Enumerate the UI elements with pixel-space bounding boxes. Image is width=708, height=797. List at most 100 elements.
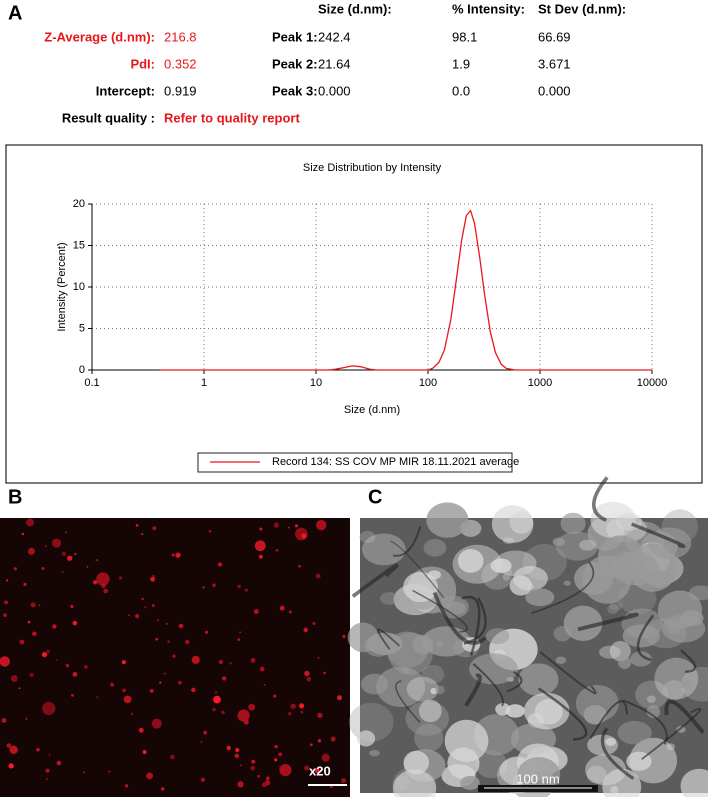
particle (185, 639, 190, 645)
membrane (377, 628, 400, 650)
particle (149, 688, 154, 693)
particle (171, 553, 175, 557)
particle (243, 719, 249, 725)
particle (29, 672, 34, 678)
particle (72, 672, 78, 677)
particle (288, 610, 292, 614)
peak-label: Peak 2: (272, 56, 318, 71)
particle (315, 573, 321, 579)
membrane (506, 671, 523, 693)
y-tick-label: 15 (73, 239, 85, 251)
particle (72, 620, 78, 626)
vesicle (517, 757, 561, 793)
particle (279, 605, 285, 611)
particle (317, 712, 323, 719)
vesicle (469, 653, 518, 685)
peak-cell: 3.671 (538, 56, 571, 71)
particle (287, 526, 290, 529)
particle (214, 691, 218, 694)
vesicle (654, 657, 699, 700)
particle (26, 518, 34, 527)
vesicle (421, 664, 445, 684)
column-header: St Dev (d.nm): (538, 1, 626, 16)
particle (19, 639, 25, 645)
particle (167, 640, 170, 643)
particle (261, 782, 267, 788)
vesicle (518, 663, 559, 696)
vesicle (418, 699, 442, 723)
particle (175, 552, 181, 558)
summary-label: PdI: (130, 56, 155, 71)
particle (204, 630, 209, 634)
vesicle (609, 640, 631, 662)
vesicle (560, 512, 586, 535)
particle (342, 634, 346, 639)
particle (253, 609, 259, 615)
particle (257, 774, 260, 778)
vesicle (555, 656, 567, 664)
x-tick-label: 1 (201, 377, 207, 389)
vesicle (446, 601, 466, 615)
particle (317, 656, 320, 659)
particle (191, 655, 200, 664)
membrane (461, 595, 481, 656)
particle (203, 730, 208, 735)
particle (254, 540, 266, 552)
vesicle (607, 604, 619, 614)
membrane (392, 525, 422, 557)
particle (27, 547, 35, 555)
particle (141, 597, 144, 600)
vesicle (563, 580, 571, 586)
vesicle (490, 558, 512, 573)
legend-label: Record 134: SS COV MP MIR 18.11.2021 ave… (272, 456, 519, 468)
peak-cell: 21.64 (318, 56, 351, 71)
particle (217, 562, 223, 567)
particle (300, 710, 304, 714)
particle (66, 555, 73, 561)
particle (155, 637, 159, 641)
particle (18, 687, 21, 690)
peak-label: Peak 3: (272, 83, 318, 98)
membrane (636, 614, 655, 662)
particle (156, 619, 160, 622)
membrane (412, 589, 468, 633)
result-quality-label: Result quality : (62, 110, 155, 125)
particle (200, 741, 203, 743)
particle (239, 631, 242, 634)
particle (290, 703, 296, 709)
summary-label: Intercept: (96, 83, 155, 98)
vesicle (662, 680, 686, 700)
summary-value: 216.8 (164, 29, 197, 44)
particle (9, 745, 18, 754)
particle (56, 760, 62, 766)
vesicle (426, 502, 469, 538)
particle (44, 545, 47, 547)
vesicle (392, 769, 437, 797)
particle (278, 752, 283, 757)
x-tick-label: 100 (419, 377, 437, 389)
particle (6, 743, 12, 748)
particle (25, 717, 28, 721)
particle (221, 676, 227, 681)
vesicle (376, 666, 426, 708)
particle (48, 754, 51, 756)
vesicle (617, 720, 652, 745)
vesicle (525, 588, 555, 607)
membrane (351, 563, 399, 598)
particle (10, 675, 18, 682)
particle (41, 652, 48, 658)
particle (151, 718, 162, 729)
vesicle (475, 750, 508, 779)
y-tick-label: 10 (73, 281, 85, 293)
particle (46, 649, 50, 654)
summary-label: Z-Average (d.nm): (44, 29, 155, 44)
chart-title: Size Distribution by Intensity (303, 162, 442, 174)
legend-box (197, 452, 513, 473)
particle (118, 576, 123, 580)
particle (27, 620, 31, 624)
particle (250, 658, 256, 663)
particle (229, 662, 232, 665)
panel-label: A (8, 2, 22, 24)
membrane (464, 673, 482, 707)
vesicle (369, 749, 380, 757)
